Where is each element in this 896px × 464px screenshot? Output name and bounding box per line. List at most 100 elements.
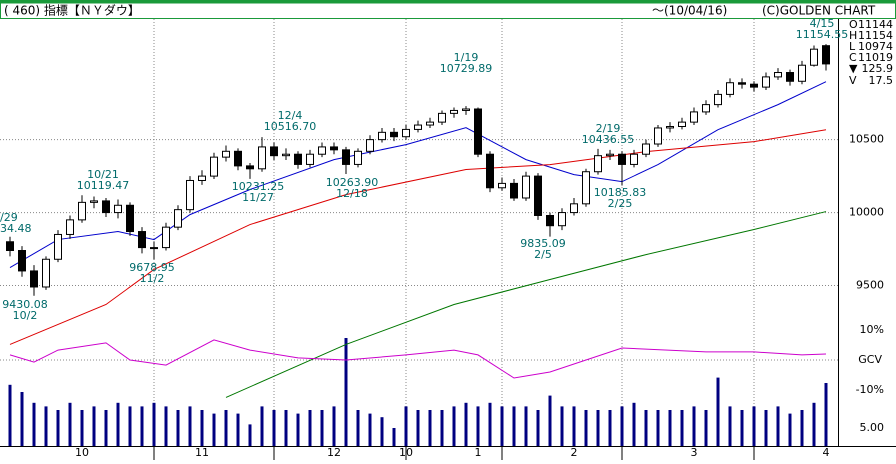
candle-body [690,111,698,123]
oscillator-line [9,339,827,379]
volume-bar [44,406,48,446]
volume-bar [380,417,384,446]
candle-body [522,175,530,199]
volume-bar [296,413,300,446]
x-tick-label: 12 [327,446,341,459]
annotation: 4/15 [810,17,835,30]
candle-body [774,72,782,78]
quote-value: 10974 [858,40,893,53]
volume-bar [92,406,96,446]
volume-bar [572,406,576,446]
candle-body [534,175,542,216]
volume-bar [56,410,60,446]
candle-body [186,179,194,211]
candle-body [426,121,434,126]
candle-body [6,241,14,252]
candle-body [366,139,374,152]
candle-body [150,247,158,250]
quote-label: H [849,29,857,42]
annotation: 12/18 [336,187,368,200]
candle-body [738,82,746,85]
volume-bar [200,410,204,446]
annotation: 2/25 [608,197,633,210]
candle-body [54,233,62,260]
annotation: 9678.95 [129,261,175,274]
candle-body [762,76,770,88]
annotation: 10263.90 [326,176,379,189]
candle-body [438,112,446,123]
candle-body [138,231,146,249]
volume-bar [308,410,312,446]
annotation: 11/27 [242,191,274,204]
volume-bar [740,410,744,446]
candle-body [342,149,350,165]
volume-bar [104,410,108,446]
annotation: 11/2 [140,272,165,285]
volume-bar [500,406,504,446]
candle-body [18,250,26,272]
candle-body [162,226,170,249]
moving-average [225,211,827,398]
volume-bar [692,406,696,446]
candle-body [618,153,626,165]
quote-value: 11144 [858,18,893,31]
candle-body [234,150,242,167]
candle-body [546,214,554,227]
volume-bar [8,384,12,446]
volume-bar [596,410,600,446]
osc-tick-label: -10% [856,383,884,396]
annotation: 10119.47 [77,179,130,192]
volume-bar [584,410,588,446]
annotation: 34.48 [0,222,32,235]
volume-bar [116,402,120,446]
volume-bar [728,406,732,446]
osc-tick-label: 10% [860,323,884,336]
volume-bar [404,406,408,446]
annotation: 9835.09 [520,237,566,250]
volume-bar [260,406,264,446]
candle-body [78,201,86,221]
candle-body [606,153,614,157]
volume-bar [272,410,276,446]
candle-body [570,203,578,214]
volume-bar [752,406,756,446]
candle-body [702,104,710,113]
quote-label: O [849,18,858,31]
candle-body [198,175,206,181]
candle-body [258,146,266,170]
x-tick-label: 4 [823,446,830,459]
volume-bar [440,410,444,446]
volume-bar [224,410,228,446]
volume-bar [800,410,804,446]
annotation: 10/2 [13,309,38,322]
annotation: 2/19 [596,122,621,135]
candle-body [294,153,302,165]
candle-body [750,83,758,88]
volume-bar [188,406,192,446]
x-tick-label: 10 [399,446,413,459]
candle-body [462,108,470,111]
volume-bar [428,410,432,446]
candle-body [282,153,290,157]
candle-body [786,72,794,82]
candle-body [114,204,122,214]
candle-body [222,150,230,158]
volume-bar [128,406,132,446]
annotation: 10185.83 [594,186,647,199]
quote-value: 11019 [858,51,893,64]
header-strip [0,0,896,4]
candle-body [126,204,134,233]
volume-bar [536,410,540,446]
candle-body [558,212,566,227]
volume-bar [680,410,684,446]
volume-bar [332,406,336,446]
y-tick-label: 10500 [849,133,884,146]
quote-value: 125.9 [862,62,894,75]
quote-label: L [849,40,856,53]
candle-body [390,131,398,138]
header-title: ( 460) 指標【ＮＹダウ】 [4,3,140,18]
volume-bar [320,410,324,446]
candle-body [474,108,482,155]
volume-bar [20,392,24,446]
